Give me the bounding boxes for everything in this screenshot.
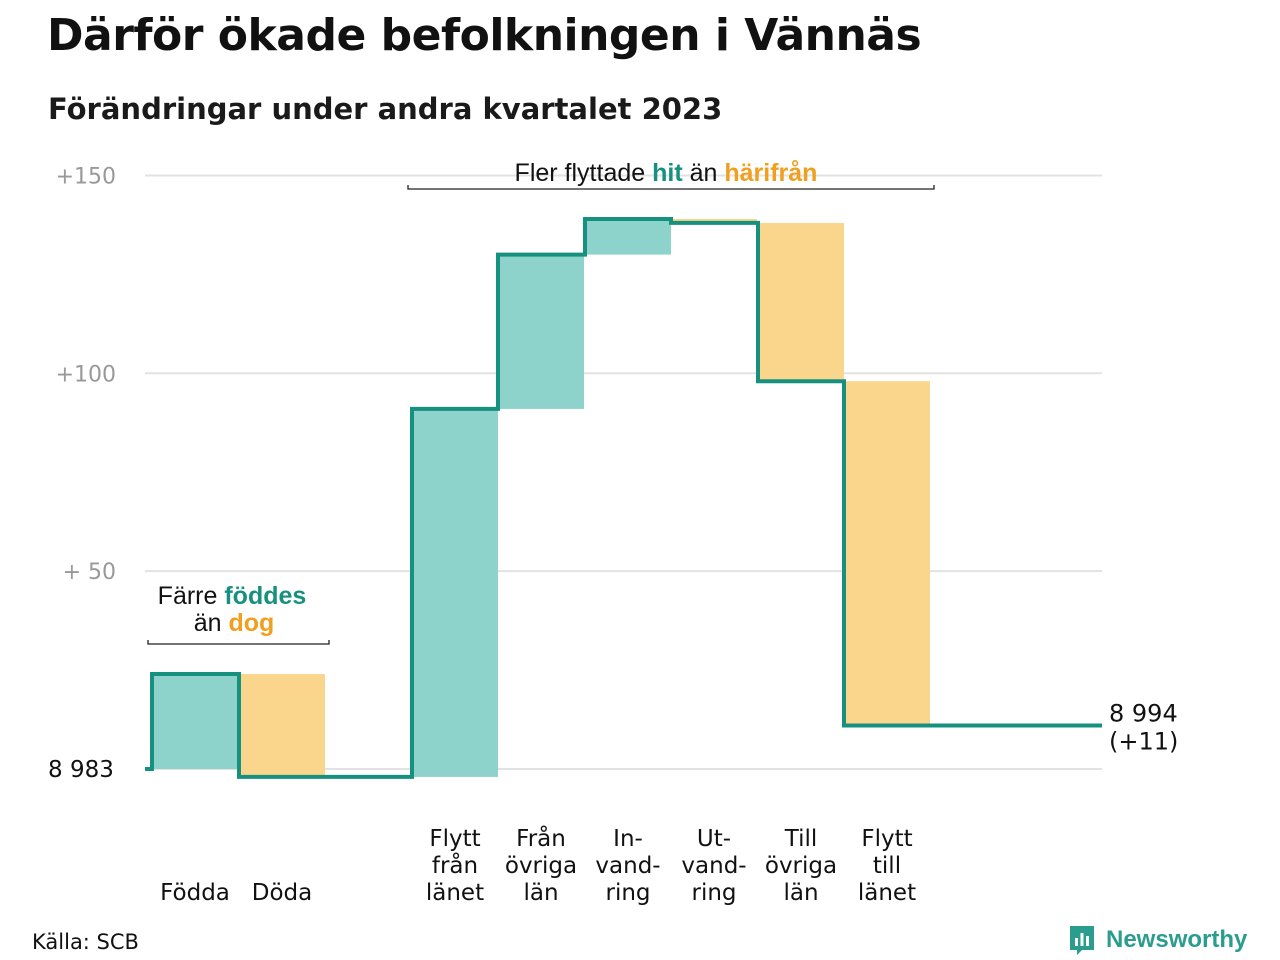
category-label: från: [432, 851, 478, 879]
y-tick-label: + 50: [63, 560, 116, 585]
category-label: länet: [426, 880, 484, 906]
source-note: Källa: SCB: [32, 930, 139, 954]
annotation-bracket: [407, 185, 935, 190]
category-label: länet: [858, 880, 916, 906]
bar-till-övriga-län: [758, 222, 844, 382]
bar-flytt-till-länet: [844, 381, 930, 726]
cumulative-line: [145, 216, 1102, 779]
baseline-label: 8 983: [48, 757, 114, 783]
category-label: vand-: [595, 853, 660, 879]
category-label: vand-: [681, 853, 746, 879]
y-tick-label: +150: [56, 164, 116, 189]
category-label: Från: [516, 824, 566, 852]
bar-chart-icon: [1070, 926, 1094, 955]
category-label: län: [523, 880, 558, 906]
migration-annotation: Fler flyttade hit än härifrån: [515, 159, 818, 187]
births-annotation-line2: än dog: [194, 609, 275, 637]
category-label: ring: [605, 880, 650, 906]
category-label: län: [783, 880, 818, 906]
logo-text: Newsworthy: [1106, 926, 1248, 953]
bar-döda: [239, 674, 325, 777]
end-change-label: (+11): [1109, 727, 1178, 755]
bar-födda: [152, 674, 238, 769]
chart-title: Därför ökade befolkningen i Vännäs: [47, 10, 922, 61]
category-label: Ut-: [697, 826, 731, 852]
chart-subtitle: Förändringar under andra kvartalet 2023: [48, 92, 723, 126]
bar-från-övriga-län: [498, 254, 584, 409]
category-label: övriga: [505, 853, 577, 879]
annotation-bracket: [147, 640, 330, 645]
category-label: Födda: [160, 880, 230, 906]
category-label: Till: [784, 826, 818, 852]
category-label: In-: [613, 826, 643, 852]
category-label: Flytt: [429, 826, 480, 852]
category-label: till: [873, 853, 901, 879]
bar-in-vand-ring: [585, 218, 671, 255]
category-label: Döda: [252, 880, 312, 906]
births-annotation-line1: Färre föddes: [158, 582, 307, 610]
category-label: övriga: [765, 853, 837, 879]
end-total-label: 8 994: [1109, 699, 1178, 727]
newsworthy-logo: Newsworthy: [1068, 924, 1247, 956]
y-tick-label: +100: [56, 362, 116, 387]
category-label: ring: [691, 880, 736, 906]
bar-flytt-från-länet: [412, 408, 498, 777]
category-label: Flytt: [861, 826, 912, 852]
